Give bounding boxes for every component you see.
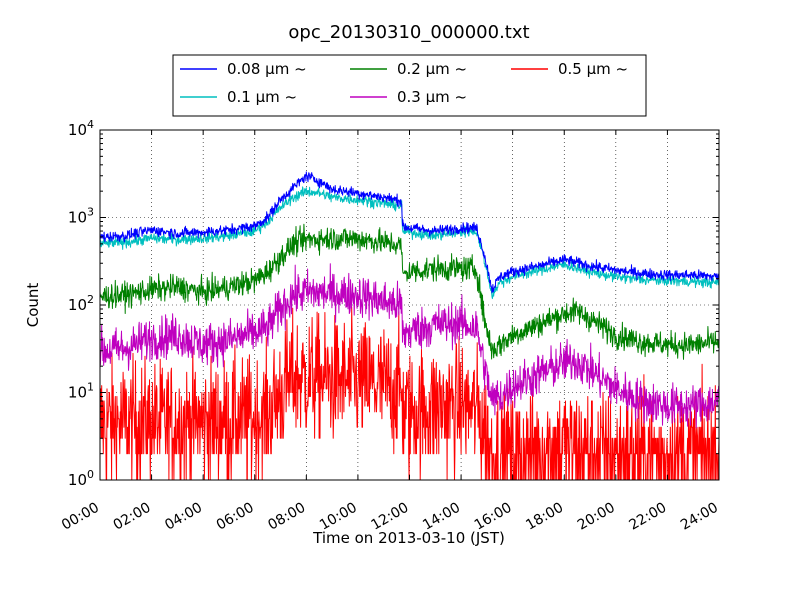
x-tick-label: 04:00	[162, 500, 205, 534]
series-line-0	[100, 171, 719, 294]
legend-label: 0.5 μm ~	[558, 60, 628, 78]
legend-box	[172, 54, 647, 117]
series-line-3	[100, 263, 719, 429]
legend-label: 0.2 μm ~	[397, 60, 467, 78]
y-axis-label: Count	[24, 283, 42, 328]
series-line-4	[100, 306, 719, 480]
x-tick-label: 08:00	[265, 500, 308, 534]
x-tick-label: 22:00	[626, 500, 669, 534]
x-tick-label: 18:00	[523, 500, 566, 534]
x-tick-label: 20:00	[575, 500, 618, 534]
series-group	[100, 171, 719, 480]
x-tick-label: 00:00	[59, 500, 102, 534]
legend-label: 0.1 μm ~	[227, 88, 297, 106]
x-tick-label: 24:00	[678, 500, 721, 534]
y-axis: 100 101 102 103 104	[68, 118, 719, 489]
legend-label: 0.08 μm ~	[227, 60, 307, 78]
legend-label: 0.3 μm ~	[397, 88, 467, 106]
y-tick-label: 100	[68, 468, 94, 489]
y-tick-label: 102	[68, 293, 94, 314]
series-line-2	[100, 223, 719, 360]
x-axis-label: Time on 2013-03-10 (JST)	[312, 529, 505, 547]
x-tick-label: 06:00	[214, 500, 257, 534]
y-tick-label: 103	[68, 206, 94, 227]
y-tick-label: 101	[68, 381, 94, 402]
chart-title: opc_20130310_000000.txt	[288, 22, 529, 43]
x-tick-label: 02:00	[111, 500, 154, 534]
y-tick-label: 104	[68, 118, 94, 139]
legend: 0.08 μm ~ 0.1 μm ~ 0.2 μm ~ 0.3 μm ~ 0.5 μm …	[172, 54, 647, 117]
